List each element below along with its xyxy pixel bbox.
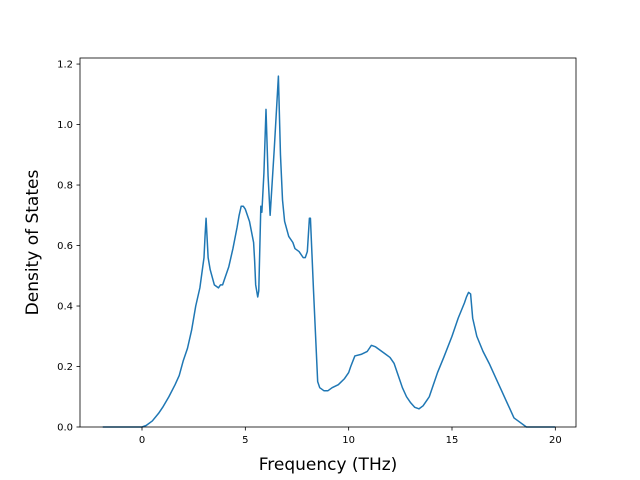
series-line-0 xyxy=(102,75,556,428)
x-axis-ticks: 0 5 10 15 20 xyxy=(139,427,562,446)
x-tick-label: 10 xyxy=(342,435,355,446)
y-tick-label: 1.2 xyxy=(57,60,73,71)
y-tick-label: 0.4 xyxy=(57,302,73,313)
y-tick-label: 0.6 xyxy=(57,241,73,252)
x-tick-label: 0 xyxy=(139,435,145,446)
y-tick-label: 0.8 xyxy=(57,181,73,192)
x-tick-label: 20 xyxy=(549,435,562,446)
x-tick-label: 5 xyxy=(242,435,248,446)
y-tick-label: 1.0 xyxy=(57,120,73,131)
y-tick-label: 0.2 xyxy=(57,362,73,373)
plot-area xyxy=(102,75,556,428)
y-tick-label: 0.0 xyxy=(57,423,73,434)
x-axis-label: Frequency (THz) xyxy=(259,455,398,475)
x-tick-label: 15 xyxy=(446,435,459,446)
y-axis-ticks: 0.0 0.2 0.4 0.6 0.8 1.0 1.2 xyxy=(57,60,80,434)
y-axis-label: Density of States xyxy=(23,170,43,316)
axes-frame xyxy=(79,57,577,428)
